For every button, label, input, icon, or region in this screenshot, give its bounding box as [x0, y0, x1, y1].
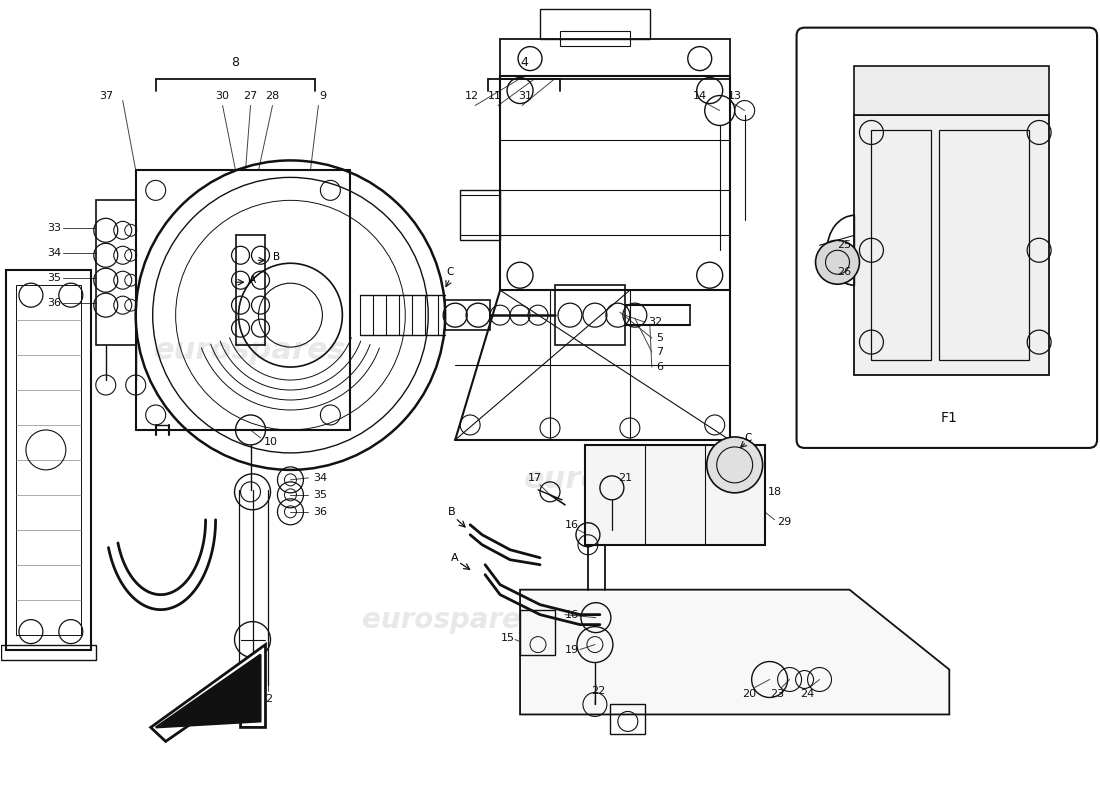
Circle shape — [815, 240, 859, 284]
Text: 17: 17 — [528, 473, 542, 483]
Text: 24: 24 — [801, 690, 815, 699]
Text: 8: 8 — [231, 56, 240, 69]
Text: 36: 36 — [314, 507, 328, 517]
Text: C: C — [744, 433, 751, 443]
Bar — [585, 445, 764, 545]
Text: 25: 25 — [837, 240, 851, 250]
FancyBboxPatch shape — [796, 28, 1097, 448]
Text: B: B — [449, 507, 456, 517]
Bar — [460, 190, 500, 240]
Bar — [540, 9, 650, 38]
Bar — [446, 300, 491, 330]
Bar — [1, 645, 96, 659]
Text: 27: 27 — [243, 90, 257, 101]
Bar — [520, 610, 556, 654]
Text: 6: 6 — [657, 362, 663, 372]
Bar — [560, 30, 630, 46]
Text: 16: 16 — [565, 520, 579, 530]
Text: 13: 13 — [728, 90, 741, 101]
Text: 18: 18 — [768, 487, 782, 497]
Bar — [939, 130, 1030, 360]
Text: 11: 11 — [488, 90, 502, 101]
Polygon shape — [156, 654, 261, 727]
Bar — [871, 130, 932, 360]
Circle shape — [706, 437, 762, 493]
Text: 7: 7 — [657, 347, 663, 357]
Text: 9: 9 — [319, 90, 326, 101]
Bar — [96, 200, 135, 345]
Text: 19: 19 — [565, 645, 579, 654]
Text: eurospares: eurospares — [524, 466, 716, 494]
Text: 5: 5 — [657, 333, 663, 343]
Text: 28: 28 — [265, 90, 279, 101]
Text: 37: 37 — [99, 90, 113, 101]
Text: 2: 2 — [265, 694, 272, 705]
Text: 31: 31 — [518, 90, 532, 101]
Bar — [855, 66, 1049, 115]
Bar — [855, 115, 1049, 375]
Text: 14: 14 — [693, 90, 707, 101]
Text: 30: 30 — [216, 90, 230, 101]
Polygon shape — [520, 590, 949, 714]
Text: 22: 22 — [591, 686, 605, 697]
Text: B: B — [273, 252, 280, 262]
Text: 20: 20 — [742, 690, 757, 699]
Text: 12: 12 — [465, 90, 480, 101]
Text: A: A — [451, 553, 459, 562]
Text: A: A — [249, 275, 256, 286]
Text: eurospares: eurospares — [154, 335, 346, 365]
Text: 3: 3 — [249, 694, 256, 705]
Bar — [15, 285, 80, 634]
Bar — [500, 75, 729, 290]
Text: 23: 23 — [770, 690, 784, 699]
Bar — [6, 270, 91, 650]
Text: 36: 36 — [47, 298, 60, 308]
Text: 32: 32 — [648, 317, 662, 327]
Text: 34: 34 — [46, 248, 60, 258]
Text: 33: 33 — [47, 223, 60, 234]
Text: 35: 35 — [314, 490, 328, 500]
Text: 1: 1 — [235, 694, 242, 705]
Text: 15: 15 — [502, 633, 515, 642]
Text: 16: 16 — [565, 610, 579, 620]
Text: 4: 4 — [520, 56, 528, 69]
Text: eurospares: eurospares — [362, 606, 538, 634]
Bar — [556, 285, 625, 345]
Bar — [609, 705, 645, 734]
Bar — [500, 38, 729, 78]
Text: 35: 35 — [47, 274, 60, 283]
Text: 21: 21 — [618, 473, 631, 483]
Text: 26: 26 — [837, 267, 851, 278]
Text: 29: 29 — [778, 517, 792, 526]
Text: F1: F1 — [940, 411, 958, 425]
Text: 34: 34 — [314, 473, 328, 483]
Text: 10: 10 — [264, 437, 277, 447]
Text: C: C — [447, 267, 454, 278]
Polygon shape — [151, 645, 265, 742]
